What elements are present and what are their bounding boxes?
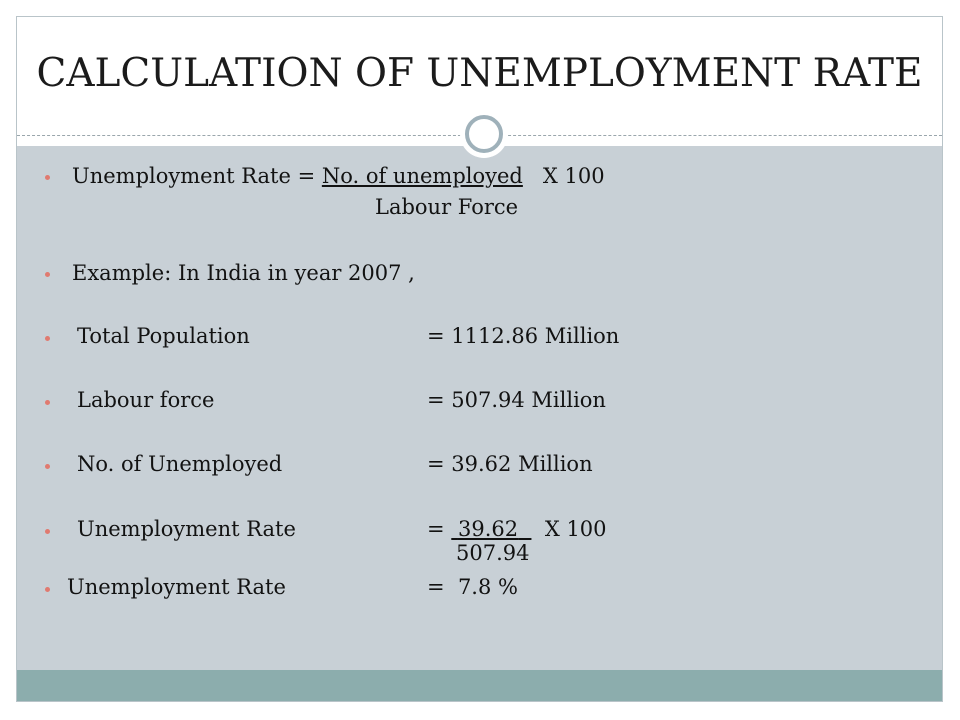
row-value: = 1112.86 Million: [427, 324, 620, 348]
calc-eq: =: [427, 517, 452, 541]
calc-label: Unemployment Rate: [77, 517, 296, 541]
row-label: Total Population: [77, 324, 250, 348]
result-label: Unemployment Rate: [67, 575, 286, 599]
formula-multiplier: X 100: [542, 164, 605, 188]
row-value: = 39.62 Million: [427, 452, 593, 476]
formula-lhs: Unemployment Rate =: [72, 164, 322, 188]
bullet-icon: [45, 464, 50, 469]
footer-band: [17, 670, 942, 701]
formula-numerator: No. of unemployed: [321, 164, 523, 188]
row-label: Labour force: [77, 388, 215, 412]
slide: CALCULATION OF UNEMPLOYMENT RATE: [16, 16, 943, 702]
slide-title: CALCULATION OF UNEMPLOYMENT RATE: [36, 51, 923, 96]
calc-expression: = 39.62 X 100: [427, 517, 607, 541]
bullet-icon: [45, 587, 50, 592]
bullet-icon: [45, 336, 50, 341]
formula-line: Unemployment Rate = No. of unemployed X …: [72, 164, 605, 188]
bullet-icon: [45, 272, 50, 277]
example-text: Example: In India in year 2007 ,: [72, 261, 415, 285]
row-value: = 507.94 Million: [427, 388, 606, 412]
bullet-icon: [45, 400, 50, 405]
content-area: [17, 146, 942, 672]
calc-numerator: 39.62: [457, 517, 519, 541]
ring-ornament-icon: [460, 110, 508, 158]
calc-multiplier: X 100: [544, 517, 607, 541]
row-label: No. of Unemployed: [77, 452, 283, 476]
bullet-icon: [45, 175, 50, 180]
calc-denominator: 507.94: [456, 541, 530, 565]
result-value: = 7.8 %: [427, 575, 518, 599]
formula-denominator: Labour Force: [375, 195, 519, 219]
bullet-icon: [45, 529, 50, 534]
